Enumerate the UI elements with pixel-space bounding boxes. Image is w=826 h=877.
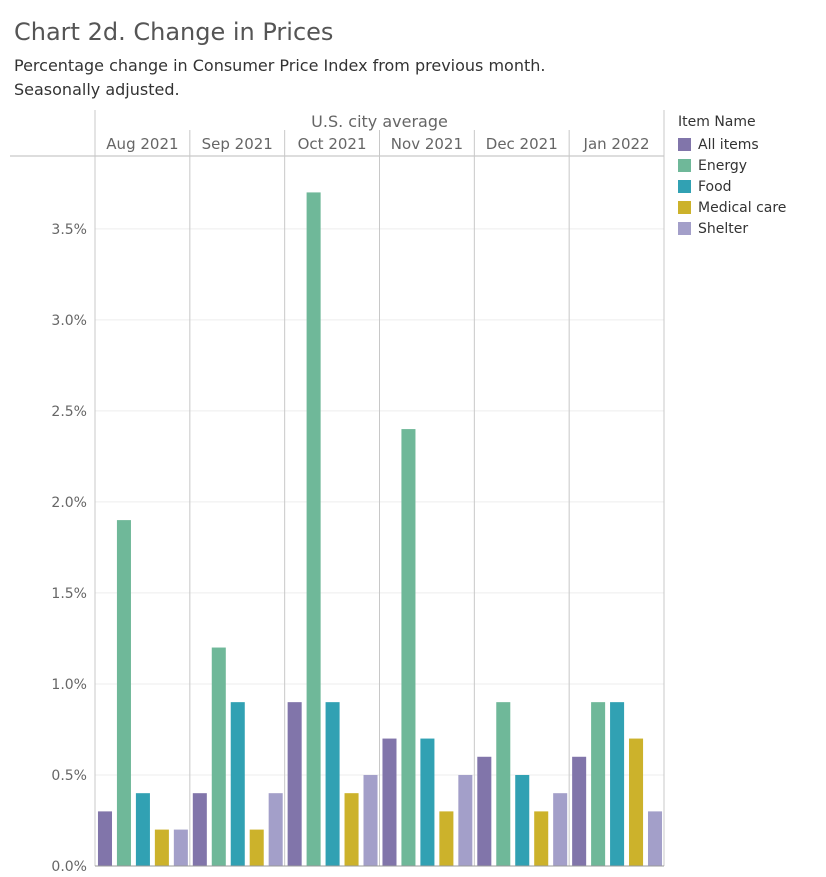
bar-food: Food, Dec 2021: 0.5% [515, 774, 530, 866]
y-tick-label: 3.0% [51, 313, 87, 329]
bar-food: Food, Sep 2021: 0.9% [230, 702, 245, 866]
category-label: Oct 2021 [298, 135, 367, 153]
bar-all-items: All items, Dec 2021: 0.6% [477, 756, 492, 866]
legend-items: All items Energy Food Medical care Shelter [678, 134, 786, 239]
legend-swatch [678, 201, 691, 214]
bar-medical-care: Medical care, Aug 2021: 0.2% [154, 829, 169, 866]
bar-shelter: Shelter, Nov 2021: 0.5% [458, 774, 473, 866]
bar-food: Food, Oct 2021: 0.9% [325, 702, 340, 866]
y-tick-label: 2.0% [51, 495, 87, 511]
bar-shelter: Shelter, Jan 2022: 0.3% [647, 811, 663, 866]
legend-entry[interactable]: Medical care [678, 197, 786, 218]
category-label: Dec 2021 [486, 135, 558, 153]
bars-layer: All items, Aug 2021: 0.3%Energy, Aug 202… [97, 192, 663, 866]
axes-layer: 0.0% 0.5% 1.0% 1.5% 2.0% 2.5% 3.0% 3.5% U.S. cit… [10, 110, 665, 875]
bar-all-items: All items, Jan 2022: 0.6% [572, 756, 587, 866]
bar-shelter: Shelter, Oct 2021: 0.5% [363, 774, 378, 866]
bar-food: Food, Jan 2022: 0.9% [610, 702, 625, 866]
legend: Item Name All items Energy Food Medical car… [678, 114, 786, 239]
bar-all-items: All items, Aug 2021: 0.3% [97, 811, 113, 866]
bar-food: Food, Nov 2021: 0.7% [420, 738, 435, 866]
y-tick-label: 2.5% [51, 404, 87, 420]
legend-entry[interactable]: Food [678, 176, 786, 197]
category-label: Sep 2021 [202, 135, 273, 153]
y-tick-label: 0.0% [51, 859, 87, 875]
category-label: Nov 2021 [391, 135, 463, 153]
legend-swatch [678, 222, 691, 235]
y-tick-label: 1.5% [51, 586, 87, 602]
column-header: U.S. city average [311, 112, 448, 131]
bar-shelter: Shelter, Dec 2021: 0.4% [553, 793, 568, 866]
legend-entry[interactable]: Shelter [678, 218, 786, 239]
legend-entry[interactable]: Energy [678, 155, 786, 176]
bar-medical-care: Medical care, Sep 2021: 0.2% [249, 829, 264, 866]
category-label: Aug 2021 [106, 135, 178, 153]
category-label: Jan 2022 [583, 135, 650, 153]
bar-medical-care: Medical care, Jan 2022: 0.7% [629, 738, 644, 866]
legend-swatch [678, 159, 691, 172]
bar-energy: Energy, Aug 2021: 1.9% [116, 520, 131, 866]
bar-food: Food, Aug 2021: 0.4% [135, 793, 150, 866]
chart-title: Chart 2d. Change in Prices [14, 18, 334, 46]
legend-label: Shelter [698, 220, 749, 237]
bar-shelter: Shelter, Sep 2021: 0.4% [268, 793, 283, 866]
y-tick-label: 0.5% [51, 768, 87, 784]
y-tick-label: 3.5% [51, 222, 87, 238]
legend-label: Medical care [698, 199, 787, 216]
bar-energy: Energy, Dec 2021: 0.9% [496, 702, 511, 866]
bar-energy: Energy, Oct 2021: 3.7% [306, 192, 321, 866]
legend-entry[interactable]: All items [678, 134, 786, 155]
bar-shelter: Shelter, Aug 2021: 0.2% [173, 829, 188, 866]
legend-label: All items [698, 136, 759, 153]
bar-medical-care: Medical care, Nov 2021: 0.3% [439, 811, 454, 866]
y-tick-label: 1.0% [51, 677, 87, 693]
bar-energy: Energy, Nov 2021: 2.4% [401, 429, 416, 866]
subtitle-line-2: Seasonally adjusted. [14, 80, 180, 99]
bar-medical-care: Medical care, Dec 2021: 0.3% [534, 811, 549, 866]
legend-title: Item Name [678, 114, 756, 130]
bar-medical-care: Medical care, Oct 2021: 0.4% [344, 793, 359, 866]
bar-all-items: All items, Nov 2021: 0.7% [382, 738, 397, 866]
legend-label: Energy [698, 157, 748, 174]
chart-subtitle: Percentage change in Consumer Price Inde… [14, 54, 614, 102]
bar-energy: Energy, Jan 2022: 0.9% [591, 702, 606, 866]
bar-all-items: All items, Sep 2021: 0.4% [192, 793, 207, 866]
legend-swatch [678, 180, 691, 193]
legend-swatch [678, 138, 691, 151]
legend-label: Food [698, 178, 732, 195]
subtitle-line-1: Percentage change in Consumer Price Inde… [14, 56, 546, 75]
bar-energy: Energy, Sep 2021: 1.2% [211, 647, 226, 866]
bar-all-items: All items, Oct 2021: 0.9% [287, 702, 302, 866]
